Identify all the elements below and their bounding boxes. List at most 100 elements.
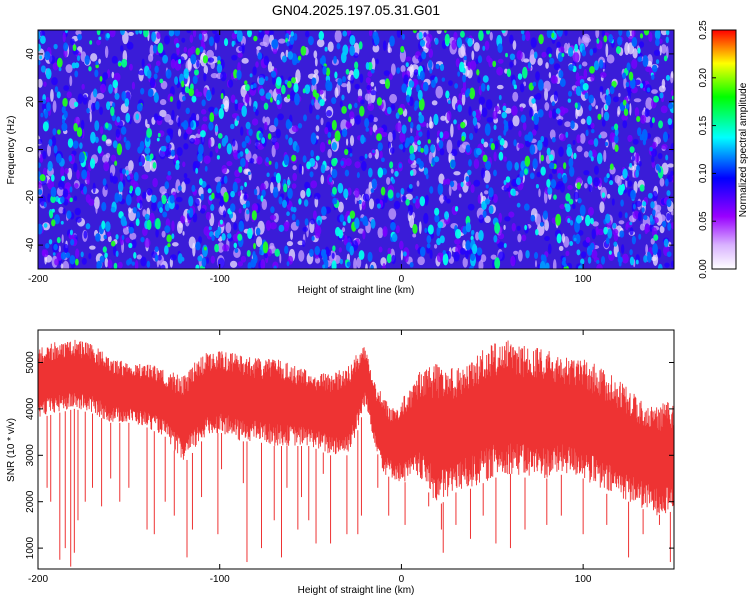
spectrogram-peak <box>481 138 485 145</box>
spectrogram-peak <box>498 94 502 101</box>
spectrogram-cell <box>104 257 109 268</box>
spectrogram-cell <box>196 59 200 68</box>
spectrogram-peak <box>217 55 221 62</box>
spectrogram-peak <box>51 219 56 227</box>
spectrogram-peak <box>631 235 637 245</box>
spectrogram-cell <box>591 228 596 240</box>
spectrogram-peak <box>538 79 544 91</box>
spectrogram-peak <box>283 154 290 166</box>
spectrogram-peak <box>502 105 507 112</box>
spectrogram-peak <box>75 258 79 266</box>
spectrogram-cell <box>559 133 567 142</box>
spectrogram-cell <box>593 165 599 175</box>
spectrogram-peak <box>419 70 425 81</box>
spectrogram-peak <box>38 60 41 66</box>
spectrogram-cell <box>504 107 512 114</box>
spectrogram-peak <box>409 145 415 155</box>
spectrogram-cell <box>258 30 265 40</box>
spectrogram-cell <box>234 169 241 178</box>
spectrogram-cell <box>545 62 549 69</box>
spectrogram-peak <box>386 253 392 264</box>
spectrogram-peak <box>38 162 41 168</box>
spectrogram-cell <box>181 37 186 43</box>
spectrogram-cell <box>138 70 146 76</box>
spectrogram-cell <box>489 31 493 41</box>
spectrogram-cell <box>77 93 83 104</box>
spectrogram-peak <box>234 30 238 35</box>
spectrogram-peak <box>576 182 581 190</box>
spectrogram-cell <box>349 111 355 120</box>
spectrogram-peak <box>191 184 196 193</box>
spectrogram-peak <box>112 140 118 149</box>
spectrogram-peak <box>585 129 589 137</box>
spectrogram-cell <box>361 200 366 210</box>
spectrogram-peak <box>667 222 672 231</box>
spectrogram-cell <box>461 92 466 106</box>
spectrogram-cell <box>546 46 553 56</box>
spectrogram-peak <box>265 92 272 100</box>
spectrogram-peak <box>56 57 63 68</box>
spectrogram-peak <box>439 131 444 139</box>
spectrogram-peak <box>408 80 415 88</box>
spectrogram-cell <box>478 259 484 269</box>
spectrogram-peak <box>561 52 565 57</box>
spectrogram-cell <box>554 76 558 84</box>
spectrogram-peak <box>328 176 333 183</box>
spectrogram-cell <box>161 230 166 238</box>
spectrogram-cell <box>359 73 364 84</box>
spectrogram-peak <box>153 92 159 103</box>
spectrogram-cell <box>241 43 245 54</box>
spectrogram-peak <box>309 171 314 178</box>
spectrogram-cell <box>512 115 520 127</box>
spectrogram-peak <box>286 94 291 99</box>
spectrogram-peak <box>164 245 169 255</box>
spectrogram-cell <box>310 180 318 189</box>
spectrogram-cell <box>425 41 432 49</box>
spectrogram-peak <box>427 224 434 235</box>
spectrogram-peak <box>549 57 555 65</box>
spectrogram-peak <box>477 55 483 64</box>
spectrogram-peak <box>337 77 343 86</box>
spectrogram-peak <box>146 69 152 79</box>
spectrogram-peak <box>381 157 385 163</box>
spectrogram-peak <box>370 264 374 269</box>
y-tick-label: 3000 <box>25 444 36 467</box>
y-tick-label: -20 <box>25 190 36 205</box>
spectrogram-cell <box>622 120 628 129</box>
spectrogram-cell <box>451 39 457 50</box>
spectrogram-peak <box>286 41 290 47</box>
spectrogram-cell <box>244 93 250 104</box>
spectrogram-peak <box>94 69 99 78</box>
spectrogram-peak <box>195 167 199 174</box>
spectrogram-peak <box>546 178 551 188</box>
spectrogram-peak <box>565 193 571 202</box>
spectrogram-peak <box>412 223 418 234</box>
spectrogram-peak <box>419 39 426 47</box>
spectrogram-cell <box>534 123 539 132</box>
spectrogram-peak <box>209 112 215 123</box>
spectrogram-cell <box>260 95 266 101</box>
spectrogram-peak <box>229 203 236 213</box>
spectrogram-cell <box>368 198 375 210</box>
spectrogram-cell <box>170 58 176 69</box>
spectrogram-cell <box>73 162 78 173</box>
spectrogram-cell <box>316 38 325 48</box>
spectrogram-cell <box>584 182 588 189</box>
spectrogram-cell <box>367 103 375 111</box>
spectrogram-cell <box>291 125 299 133</box>
spectrogram-peak <box>108 84 113 94</box>
spectrogram-cell <box>228 79 234 88</box>
spectrogram-cell <box>410 163 417 169</box>
spectrogram-peak <box>286 179 291 186</box>
spectrogram-peak <box>162 211 168 218</box>
spectrogram-cell <box>596 263 603 269</box>
spectrogram-peak <box>177 253 183 264</box>
spectrogram-peak <box>236 30 243 43</box>
spectrogram-cell <box>561 233 566 243</box>
spectrogram-peak <box>178 59 181 65</box>
spectrogram-cell <box>530 37 537 49</box>
spectrogram-peak <box>214 243 220 253</box>
spectrogram-cell <box>176 45 180 56</box>
spectrogram-peak <box>631 36 638 47</box>
